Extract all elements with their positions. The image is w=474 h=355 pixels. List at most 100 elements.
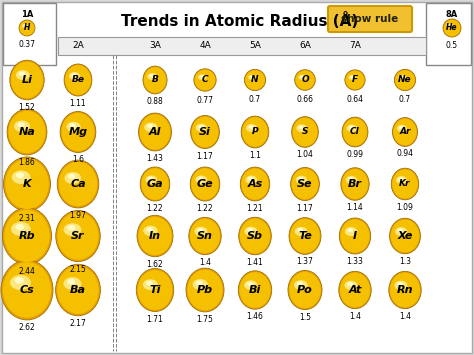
Text: 1.86: 1.86 — [18, 158, 36, 167]
Ellipse shape — [296, 176, 307, 184]
Ellipse shape — [10, 60, 44, 100]
Text: 0.7: 0.7 — [249, 95, 261, 104]
Text: 0.37: 0.37 — [18, 40, 36, 49]
Text: Bi: Bi — [249, 285, 261, 295]
Ellipse shape — [144, 122, 157, 132]
Text: Ga: Ga — [146, 179, 164, 189]
Ellipse shape — [137, 215, 173, 257]
Ellipse shape — [10, 275, 31, 290]
Ellipse shape — [444, 20, 460, 36]
Ellipse shape — [144, 67, 166, 93]
Text: 1.52: 1.52 — [18, 103, 36, 112]
Ellipse shape — [348, 177, 353, 181]
Ellipse shape — [22, 24, 28, 28]
Ellipse shape — [189, 217, 221, 255]
Text: Si: Si — [199, 127, 211, 137]
Ellipse shape — [295, 70, 315, 90]
Ellipse shape — [245, 69, 265, 91]
FancyBboxPatch shape — [328, 6, 412, 32]
Text: 1.4: 1.4 — [199, 258, 211, 267]
Ellipse shape — [192, 279, 208, 290]
Ellipse shape — [191, 168, 219, 200]
Text: 1.4: 1.4 — [349, 312, 361, 321]
Ellipse shape — [395, 70, 415, 90]
Text: 1.17: 1.17 — [297, 203, 313, 213]
Text: F: F — [352, 76, 358, 84]
Ellipse shape — [392, 169, 418, 198]
Text: Po: Po — [297, 285, 313, 295]
Text: 0.99: 0.99 — [346, 150, 364, 159]
Ellipse shape — [389, 271, 421, 308]
Ellipse shape — [342, 117, 368, 147]
Text: 1.71: 1.71 — [146, 315, 164, 323]
Ellipse shape — [64, 172, 81, 184]
Text: 1.22: 1.22 — [197, 204, 213, 213]
Ellipse shape — [248, 177, 253, 180]
Ellipse shape — [399, 177, 403, 181]
Text: 1.75: 1.75 — [197, 315, 213, 324]
Text: 2.17: 2.17 — [70, 319, 86, 328]
Text: 0.66: 0.66 — [297, 95, 313, 104]
Ellipse shape — [347, 282, 353, 286]
Text: Ar: Ar — [399, 127, 411, 137]
Text: 0.7: 0.7 — [399, 95, 411, 104]
Ellipse shape — [3, 157, 51, 211]
Ellipse shape — [247, 282, 253, 286]
Ellipse shape — [137, 268, 173, 311]
Ellipse shape — [66, 122, 81, 132]
Ellipse shape — [248, 75, 256, 80]
Ellipse shape — [245, 226, 257, 236]
Ellipse shape — [394, 281, 408, 290]
Ellipse shape — [138, 113, 172, 151]
Ellipse shape — [16, 70, 29, 80]
Text: N: N — [251, 76, 259, 84]
Ellipse shape — [298, 177, 303, 181]
Text: 2.15: 2.15 — [70, 264, 86, 274]
Text: 1.17: 1.17 — [197, 152, 213, 160]
Text: 2.44: 2.44 — [18, 267, 36, 276]
Ellipse shape — [297, 228, 303, 232]
Ellipse shape — [239, 272, 271, 308]
Ellipse shape — [19, 20, 35, 36]
Text: Be: Be — [72, 76, 84, 84]
Ellipse shape — [345, 70, 365, 90]
Ellipse shape — [146, 281, 153, 285]
Text: 1.62: 1.62 — [146, 260, 164, 269]
Text: Ti: Ti — [149, 285, 161, 295]
Ellipse shape — [64, 64, 92, 96]
Text: Br: Br — [348, 179, 362, 189]
Ellipse shape — [18, 122, 25, 127]
Ellipse shape — [15, 277, 24, 284]
Ellipse shape — [241, 168, 269, 200]
Ellipse shape — [341, 168, 369, 200]
Ellipse shape — [292, 118, 317, 146]
Text: show rule: show rule — [341, 14, 399, 24]
Text: Sr: Sr — [71, 231, 85, 241]
Text: 1.33: 1.33 — [346, 257, 364, 266]
Ellipse shape — [241, 116, 269, 148]
Ellipse shape — [140, 115, 170, 149]
Text: 1.97: 1.97 — [70, 211, 86, 220]
Text: 1.22: 1.22 — [146, 204, 164, 213]
Text: Rn: Rn — [397, 285, 413, 295]
Ellipse shape — [11, 222, 31, 236]
Ellipse shape — [191, 115, 219, 148]
Ellipse shape — [62, 113, 94, 151]
Ellipse shape — [397, 125, 407, 132]
Ellipse shape — [238, 271, 272, 309]
Ellipse shape — [11, 62, 43, 98]
Ellipse shape — [239, 217, 271, 255]
Ellipse shape — [298, 75, 307, 80]
Text: 8A: 8A — [446, 10, 458, 19]
Ellipse shape — [295, 71, 315, 89]
Ellipse shape — [390, 218, 420, 254]
Text: 0.94: 0.94 — [396, 149, 413, 158]
Text: As: As — [247, 179, 263, 189]
Ellipse shape — [299, 125, 303, 129]
Ellipse shape — [248, 125, 253, 129]
Text: 1.1: 1.1 — [249, 151, 261, 160]
Ellipse shape — [300, 76, 304, 78]
Ellipse shape — [399, 126, 403, 129]
Ellipse shape — [4, 210, 50, 262]
Text: K: K — [23, 179, 31, 189]
